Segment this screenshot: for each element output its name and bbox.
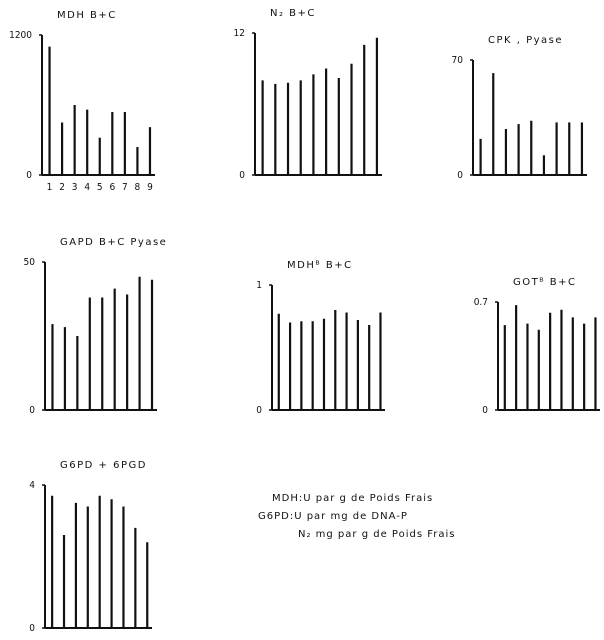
x-tick-label: 5: [97, 182, 103, 193]
x-tick-label: 8: [135, 182, 141, 193]
chart-title: MDH B+C: [57, 10, 117, 21]
chart-title: GAPD B+C Pyase: [60, 237, 167, 248]
note: G6PD:U par mg de DNA-P: [258, 511, 408, 522]
note: N₂ mg par g de Poids Frais: [298, 529, 455, 540]
chart-title: GOTᴮ B+C: [513, 277, 576, 288]
y-tick-label: 4: [29, 480, 35, 491]
x-tick-label: 1: [47, 182, 53, 193]
chart-title: N₂ B+C: [270, 8, 316, 19]
x-tick-label: 9: [147, 182, 153, 193]
y-tick-label: 0: [239, 170, 245, 181]
y-tick-label: 50: [24, 257, 36, 268]
y-tick-label: 12: [234, 28, 245, 39]
y-tick-label: 1: [256, 280, 262, 291]
x-tick-label: 4: [84, 182, 90, 193]
x-tick-label: 7: [122, 182, 128, 193]
y-tick-label: 70: [452, 55, 464, 66]
y-tick-label: 0: [29, 405, 35, 416]
y-tick-label: 0: [457, 170, 463, 181]
note: MDH:U par g de Poids Frais: [272, 493, 433, 504]
y-tick-label: 0.7: [474, 297, 488, 308]
chart-title: CPK , Pyase: [488, 35, 563, 46]
x-tick-label: 2: [59, 182, 65, 193]
y-tick-label: 1200: [9, 30, 32, 41]
x-tick-label: 6: [109, 182, 115, 193]
y-tick-label: 0: [26, 170, 32, 181]
y-tick-label: 0: [256, 405, 262, 416]
chart-title: G6PD + 6PGD: [60, 460, 147, 471]
y-tick-label: 0: [29, 623, 35, 634]
chart-title: MDHᴮ B+C: [287, 260, 353, 271]
x-tick-label: 3: [72, 182, 78, 193]
y-tick-label: 0: [482, 405, 488, 416]
